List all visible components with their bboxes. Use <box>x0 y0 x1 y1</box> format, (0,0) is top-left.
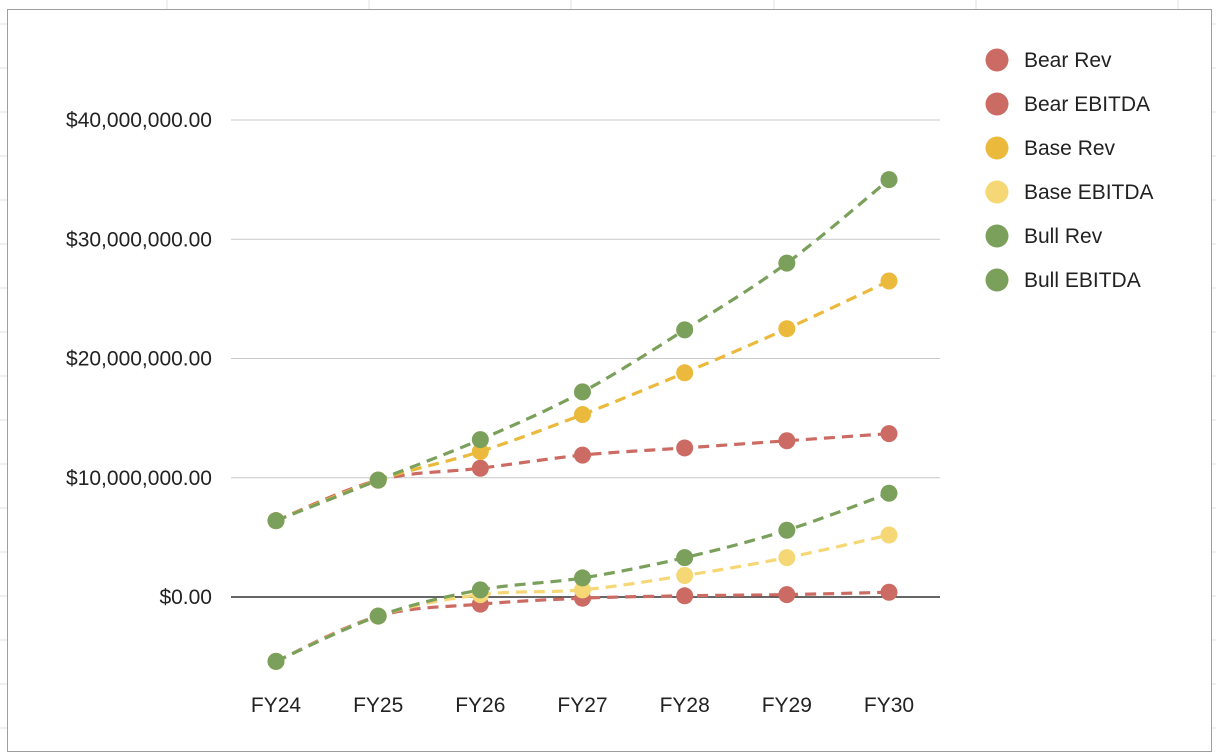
x-tick-label: FY25 <box>353 694 403 717</box>
y-tick-label: $40,000,000.00 <box>66 109 212 132</box>
y-axis-ticks: $0.00 $10,000,000.00 $20,000,000.00 $30,000… <box>66 109 212 609</box>
series-lines <box>267 171 898 670</box>
x-tick-label: FY30 <box>864 694 914 717</box>
legend-label: Base EBITDA <box>1024 181 1154 204</box>
series-base-ebitda[interactable] <box>267 526 898 670</box>
series-line <box>275 178 891 523</box>
data-point[interactable] <box>880 484 898 502</box>
legend-label: Base Rev <box>1024 137 1116 160</box>
data-point[interactable] <box>880 272 898 290</box>
data-point[interactable] <box>676 364 694 382</box>
legend-swatch <box>985 268 1009 292</box>
data-point[interactable] <box>676 567 694 585</box>
legend-item[interactable]: Base Rev <box>985 136 1116 161</box>
data-point[interactable] <box>880 583 898 601</box>
data-point[interactable] <box>778 549 796 567</box>
x-tick-label: FY24 <box>251 694 302 717</box>
data-point[interactable] <box>880 526 898 544</box>
data-point[interactable] <box>778 432 796 450</box>
data-point[interactable] <box>471 431 489 449</box>
data-point[interactable] <box>778 521 796 539</box>
line-chart: $0.00 $10,000,000.00 $20,000,000.00 $30,000… <box>66 48 1154 717</box>
series-bull-rev[interactable] <box>267 171 898 530</box>
legend-label: Bull Rev <box>1024 225 1103 248</box>
data-point[interactable] <box>574 569 591 587</box>
series-bear-rev[interactable] <box>267 425 898 530</box>
data-point[interactable] <box>267 652 285 670</box>
data-point[interactable] <box>676 587 694 605</box>
chart-container[interactable]: $0.00 $10,000,000.00 $20,000,000.00 $30,000… <box>7 9 1212 752</box>
legend-label: Bear EBITDA <box>1024 93 1150 116</box>
data-point[interactable] <box>574 406 591 424</box>
series-base-rev[interactable] <box>267 272 898 530</box>
legend-item[interactable]: Bull Rev <box>985 224 1103 249</box>
legend-swatch <box>985 92 1009 116</box>
x-axis-ticks: FY24 FY25 FY26 FY27 FY28 FY29 FY30 <box>251 694 914 717</box>
y-tick-label: $0.00 <box>159 586 212 609</box>
legend-swatch <box>985 224 1009 248</box>
data-point[interactable] <box>471 459 489 477</box>
x-tick-label: FY28 <box>660 694 710 717</box>
legend-swatch <box>985 180 1009 204</box>
data-point[interactable] <box>574 581 591 599</box>
legend-swatch <box>985 48 1009 72</box>
legend: Bear Rev Bear EBITDA Base Rev Base EBITDA Bu… <box>985 48 1154 293</box>
legend-item[interactable]: Bear EBITDA <box>985 92 1151 117</box>
series-bull-ebitda[interactable] <box>267 484 898 670</box>
data-point[interactable] <box>676 321 694 339</box>
legend-item[interactable]: Bear Rev <box>985 48 1113 73</box>
x-tick-label: FY29 <box>762 694 812 717</box>
gridlines <box>231 119 940 598</box>
y-tick-label: $30,000,000.00 <box>66 228 212 251</box>
data-point[interactable] <box>574 383 591 401</box>
x-tick-label: FY26 <box>455 694 505 717</box>
data-point[interactable] <box>880 171 898 189</box>
data-point[interactable] <box>676 439 694 457</box>
data-point[interactable] <box>267 512 285 530</box>
data-point[interactable] <box>676 549 694 567</box>
data-point[interactable] <box>778 254 796 272</box>
legend-swatch <box>985 136 1009 160</box>
data-point[interactable] <box>778 320 796 338</box>
legend-label: Bear Rev <box>1024 49 1112 72</box>
legend-item[interactable]: Base EBITDA <box>985 180 1154 205</box>
data-point[interactable] <box>471 581 489 599</box>
x-tick-label: FY27 <box>557 694 607 717</box>
data-point[interactable] <box>880 425 898 443</box>
data-point[interactable] <box>369 471 387 489</box>
data-point[interactable] <box>369 607 387 625</box>
data-point[interactable] <box>471 443 489 461</box>
data-point[interactable] <box>778 586 796 604</box>
legend-item[interactable]: Bull EBITDA <box>985 268 1141 293</box>
y-tick-label: $10,000,000.00 <box>66 467 212 490</box>
legend-label: Bull EBITDA <box>1024 269 1141 292</box>
data-point[interactable] <box>574 446 591 464</box>
y-tick-label: $20,000,000.00 <box>66 348 212 371</box>
